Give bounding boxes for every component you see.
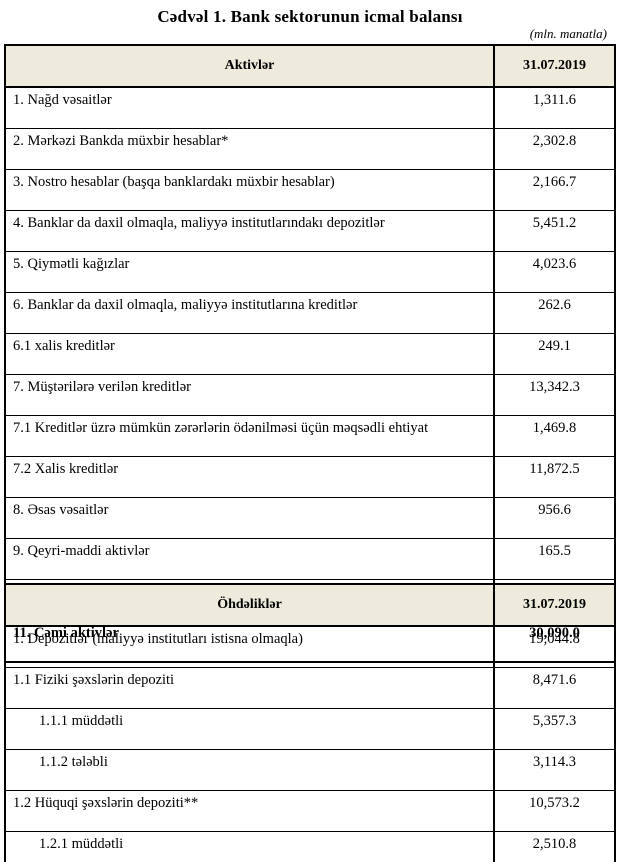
- row-label: 1.1 Fiziki şəxslərin depoziti: [5, 667, 494, 709]
- row-label: 5. Qiymətli kağızlar: [5, 251, 494, 293]
- row-value: 249.1: [493, 333, 615, 375]
- table-row: 1. Depozitlər (maliyyə institutları isti…: [5, 625, 615, 668]
- table-row: 7. Müştərilərə verilən kreditlər 13,342.…: [5, 374, 615, 416]
- row-value: 956.6: [493, 497, 615, 539]
- assets-table: Aktivlər 31.07.2019 1. Nağd vəsaitlər 1,…: [4, 44, 616, 663]
- assets-header-row: Aktivlər 31.07.2019: [5, 45, 615, 88]
- liabilities-header-label: Öhdəliklər: [5, 584, 494, 627]
- row-value: 2,510.8: [493, 831, 615, 862]
- table-row: 1. Nağd vəsaitlər 1,311.6: [5, 86, 615, 129]
- row-value: 5,451.2: [493, 210, 615, 252]
- table-row: 6. Banklar da daxil olmaqla, maliyyə ins…: [5, 292, 615, 334]
- row-label: 1.1.2 tələbli: [5, 749, 494, 791]
- liabilities-header-date: 31.07.2019: [493, 584, 615, 627]
- table-row: 5. Qiymətli kağızlar 4,023.6: [5, 251, 615, 293]
- row-value: 1,469.8: [493, 415, 615, 457]
- table-row: 2. Mərkəzi Bankda müxbir hesablar* 2,302…: [5, 128, 615, 170]
- row-value: 10,573.2: [493, 790, 615, 832]
- page-title: Cədvəl 1. Bank sektorunun icmal balansı: [157, 7, 463, 26]
- unit-note: (mln. manatla): [529, 26, 607, 41]
- row-label: 1.1.1 müddətli: [5, 708, 494, 750]
- table-row: 1.1 Fiziki şəxslərin depoziti 8,471.6: [5, 667, 615, 709]
- table-row: 1.2 Hüquqi şəxslərin depoziti** 10,573.2: [5, 790, 615, 832]
- row-label: 3. Nostro hesablar (başqa banklardakı mü…: [5, 169, 494, 211]
- liabilities-header-row: Öhdəliklər 31.07.2019: [5, 584, 615, 627]
- table-row: 3. Nostro hesablar (başqa banklardakı mü…: [5, 169, 615, 211]
- row-label: 6. Banklar da daxil olmaqla, maliyyə ins…: [5, 292, 494, 334]
- row-value: 1,311.6: [493, 86, 615, 129]
- table-row: 9. Qeyri-maddi aktivlər 165.5: [5, 538, 615, 580]
- row-label: 7.2 Xalis kreditlər: [5, 456, 494, 498]
- row-value: 2,302.8: [493, 128, 615, 170]
- row-label: 4. Banklar da daxil olmaqla, maliyyə ins…: [5, 210, 494, 252]
- row-value: 165.5: [493, 538, 615, 580]
- row-value: 5,357.3: [493, 708, 615, 750]
- row-label: 1.2.1 müddətli: [5, 831, 494, 862]
- row-label: 9. Qeyri-maddi aktivlər: [5, 538, 494, 580]
- row-value: 4,023.6: [493, 251, 615, 293]
- table-row: 1.2.1 müddətli 2,510.8: [5, 831, 615, 862]
- assets-header-date: 31.07.2019: [493, 45, 615, 88]
- assets-header-label: Aktivlər: [5, 45, 494, 88]
- row-label: 6.1 xalis kreditlər: [5, 333, 494, 375]
- row-value: 2,166.7: [493, 169, 615, 211]
- row-value: 8,471.6: [493, 667, 615, 709]
- table-row: 6.1 xalis kreditlər 249.1: [5, 333, 615, 375]
- row-label: 7.1 Kreditlər üzrə mümkün zərərlərin ödə…: [5, 415, 494, 457]
- row-value: 13,342.3: [493, 374, 615, 416]
- table-row: 7.1 Kreditlər üzrə mümkün zərərlərin ödə…: [5, 415, 615, 457]
- row-label: 1. Nağd vəsaitlər: [5, 86, 494, 129]
- liabilities-table: Öhdəliklər 31.07.2019 1. Depozitlər (mal…: [4, 583, 616, 862]
- table-row: 7.2 Xalis kreditlər 11,872.5: [5, 456, 615, 498]
- table-row: 4. Banklar da daxil olmaqla, maliyyə ins…: [5, 210, 615, 252]
- row-label: 1.2 Hüquqi şəxslərin depoziti**: [5, 790, 494, 832]
- table-row: 1.1.1 müddətli 5,357.3: [5, 708, 615, 750]
- row-value: 3,114.3: [493, 749, 615, 791]
- table-row: 8. Əsas vəsaitlər 956.6: [5, 497, 615, 539]
- row-value: 11,872.5: [493, 456, 615, 498]
- row-value: 262.6: [493, 292, 615, 334]
- row-value: 19,044.8: [493, 625, 615, 668]
- table-row: 1.1.2 tələbli 3,114.3: [5, 749, 615, 791]
- row-label: 1. Depozitlər (maliyyə institutları isti…: [5, 625, 494, 668]
- row-label: 7. Müştərilərə verilən kreditlər: [5, 374, 494, 416]
- row-label: 2. Mərkəzi Bankda müxbir hesablar*: [5, 128, 494, 170]
- row-label: 8. Əsas vəsaitlər: [5, 497, 494, 539]
